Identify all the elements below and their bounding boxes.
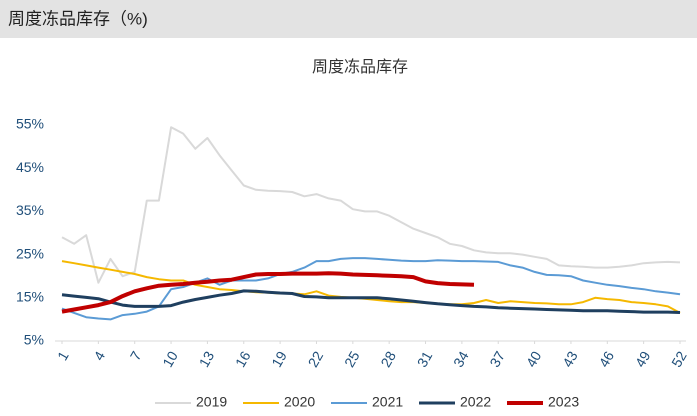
y-tick-label: 35%: [16, 202, 44, 218]
y-tick-label: 45%: [16, 159, 44, 175]
series-line: [61, 257, 681, 321]
legend-label: 2020: [284, 394, 315, 410]
x-tick-label: 49: [632, 348, 654, 370]
y-tick-label: 55%: [16, 116, 44, 132]
x-tick-label: 31: [414, 348, 436, 370]
series-line: [61, 260, 681, 314]
x-tick-label: 7: [127, 348, 145, 363]
legend-label: 2019: [196, 394, 227, 410]
x-tick-label: 25: [341, 348, 363, 370]
legend-label: 2022: [460, 394, 491, 410]
chart-title: 周度冻品库存: [312, 58, 408, 76]
legend-label: 2021: [372, 394, 403, 410]
x-tick-label: 4: [90, 348, 108, 363]
y-tick-label: 15%: [16, 289, 44, 305]
x-tick-label: 52: [668, 348, 690, 370]
y-tick-label: 25%: [16, 245, 44, 261]
x-tick-label: 16: [232, 348, 254, 370]
x-tick-label: 10: [159, 348, 181, 370]
x-tick-label: 46: [595, 348, 617, 370]
x-tick-label: 13: [196, 348, 218, 370]
x-tick-label: 34: [450, 348, 472, 370]
x-tick-label: 43: [559, 348, 581, 370]
series-line: [61, 126, 681, 284]
x-tick-label: 1: [54, 348, 72, 363]
y-tick-label: 5%: [24, 332, 44, 348]
x-tick-label: 37: [486, 348, 508, 370]
header-bar: [0, 0, 697, 38]
x-tick-label: 22: [305, 348, 327, 370]
x-tick-label: 28: [377, 348, 399, 370]
series-line: [61, 271, 475, 314]
x-tick-label: 19: [268, 348, 290, 370]
header-title: 周度冻品库存（%): [8, 9, 148, 28]
series-line: [61, 289, 681, 314]
legend-label: 2023: [548, 394, 579, 410]
x-tick-label: 40: [523, 348, 545, 370]
